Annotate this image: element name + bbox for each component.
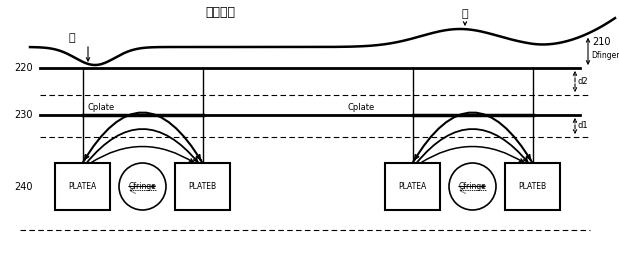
Text: Cfringe: Cfringe — [459, 182, 487, 191]
Text: 210: 210 — [592, 37, 610, 47]
Text: d1: d1 — [577, 122, 587, 131]
Text: Dfinger: Dfinger — [591, 51, 619, 60]
Text: 脊: 脊 — [69, 33, 76, 43]
Text: PLATEB: PLATEB — [188, 182, 217, 191]
Text: 220: 220 — [14, 63, 33, 73]
Text: PLATEA: PLATEA — [399, 182, 426, 191]
Bar — [385, 163, 440, 210]
Text: Cfringe: Cfringe — [129, 182, 157, 191]
Text: PLATEA: PLATEA — [68, 182, 97, 191]
Text: Cplate: Cplate — [87, 104, 115, 113]
Text: PLATEB: PLATEB — [519, 182, 547, 191]
Text: 230: 230 — [14, 110, 33, 120]
Text: Cplate: Cplate — [347, 104, 374, 113]
Text: d2: d2 — [577, 77, 587, 86]
Text: 手指表面: 手指表面 — [205, 5, 235, 19]
Text: 240: 240 — [14, 181, 33, 191]
Bar — [55, 163, 110, 210]
Bar — [175, 163, 230, 210]
Text: 谷: 谷 — [462, 9, 469, 19]
Bar — [505, 163, 560, 210]
